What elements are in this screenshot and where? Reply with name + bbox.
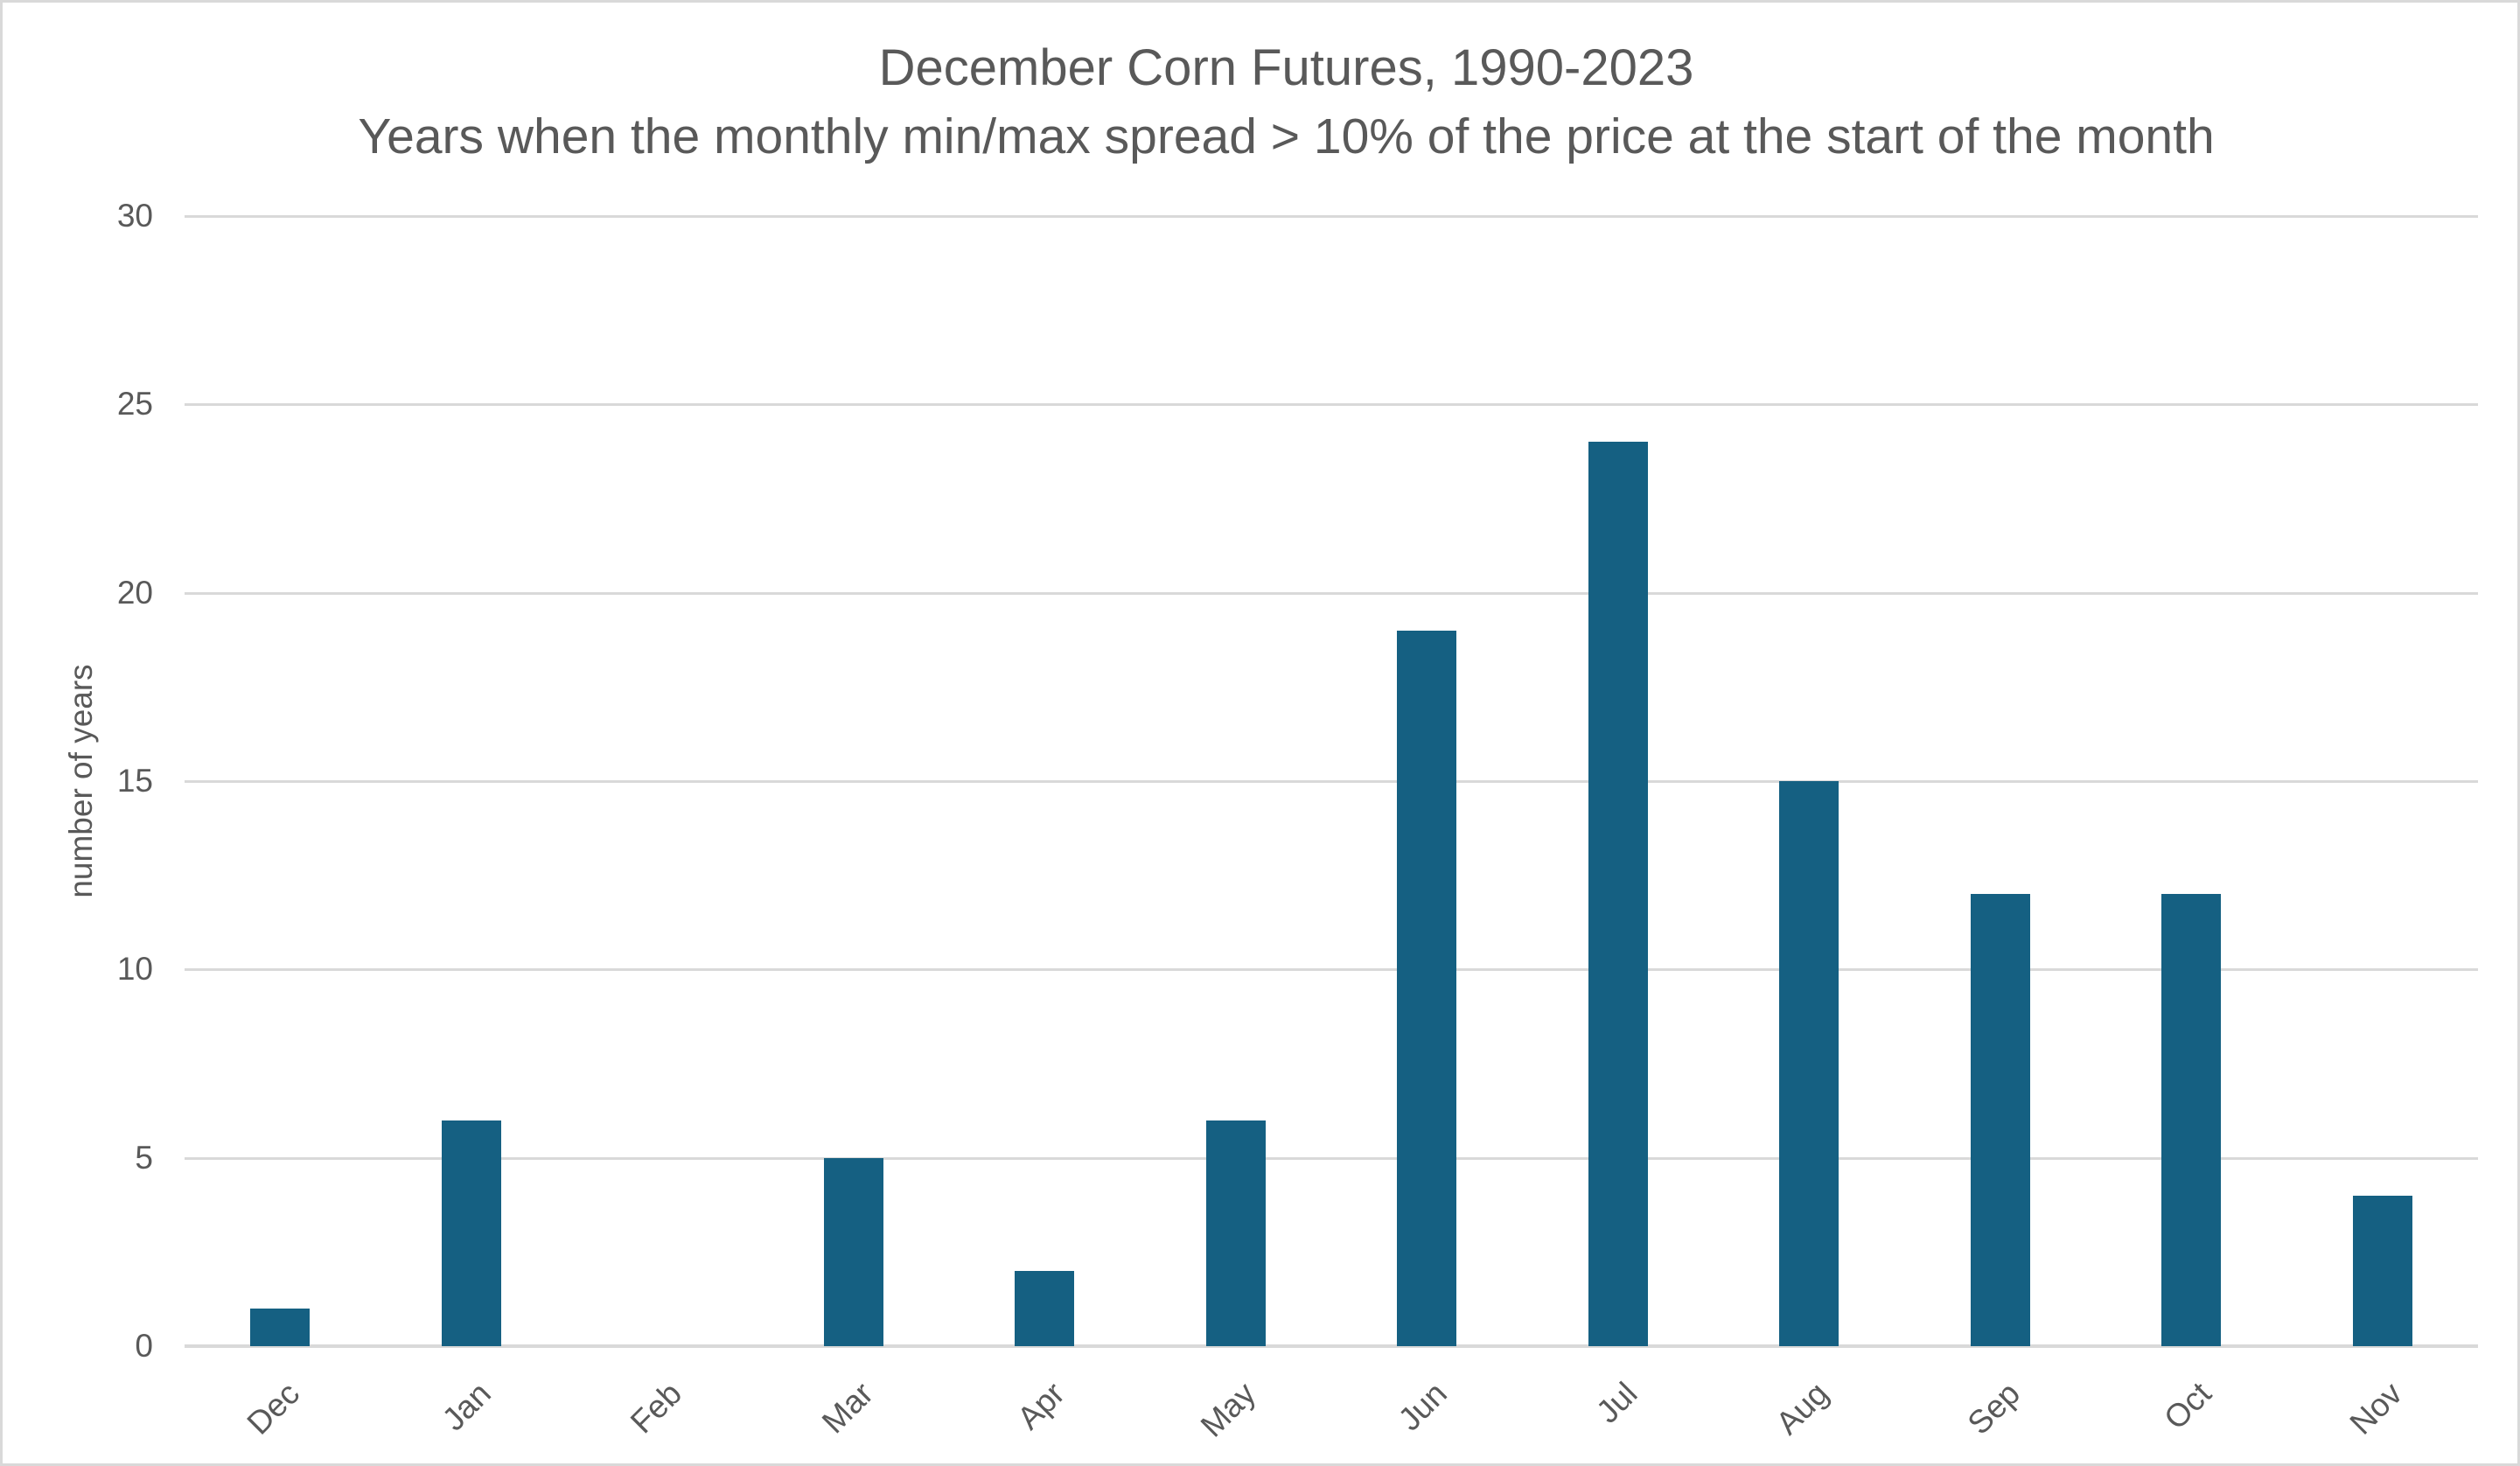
gridline-y-20	[185, 591, 2478, 595]
bar-apr	[1015, 1270, 1075, 1346]
bar-aug	[1779, 781, 1839, 1346]
bar-jul	[1588, 442, 1648, 1346]
gridline-y-5	[185, 1156, 2478, 1160]
y-tick-label-0: 0	[135, 1328, 153, 1364]
y-tick-label-20: 20	[116, 574, 153, 611]
x-tick-label-nov: Nov	[2342, 1375, 2410, 1442]
x-tick-label-oct: Oct	[2156, 1375, 2218, 1436]
x-tick-label-jan: Jan	[435, 1375, 499, 1438]
chart-title: December Corn Futures, 1990-2023	[878, 39, 1694, 96]
y-tick-label-30: 30	[116, 198, 153, 234]
x-tick-label-jul: Jul	[1589, 1375, 1645, 1430]
chart-subtitle: Years when the monthly min/max spread > …	[358, 108, 2215, 164]
x-tick-label-dec: Dec	[241, 1375, 307, 1442]
gridline-y-30	[185, 215, 2478, 218]
x-tick-label-feb: Feb	[624, 1375, 689, 1441]
gridline-y-15	[185, 780, 2478, 783]
bar-oct	[2161, 894, 2222, 1346]
x-tick-label-apr: Apr	[1009, 1375, 1072, 1436]
x-axis-line	[185, 1344, 2478, 1348]
bar-dec	[250, 1308, 311, 1346]
bar-mar	[823, 1157, 883, 1346]
y-tick-label-10: 10	[116, 951, 153, 988]
bar-nov	[2352, 1195, 2412, 1346]
bar-jun	[1397, 630, 1457, 1346]
bar-sep	[1970, 894, 2030, 1346]
x-tick-label-sep: Sep	[1960, 1375, 2028, 1442]
x-tick-label-jun: Jun	[1391, 1375, 1454, 1438]
y-tick-label-15: 15	[116, 763, 153, 799]
x-tick-label-may: May	[1193, 1375, 1263, 1444]
y-tick-label-25: 25	[116, 386, 153, 422]
bar-may	[1205, 1120, 1266, 1346]
x-tick-label-aug: Aug	[1769, 1375, 1836, 1442]
x-tick-label-mar: Mar	[814, 1375, 881, 1441]
gridline-y-25	[185, 403, 2478, 407]
chart-title-block: December Corn Futures, 1990-2023 Years w…	[55, 34, 2517, 171]
gridline-y-10	[185, 968, 2478, 972]
bar-jan	[441, 1120, 501, 1346]
plot-area	[185, 215, 2478, 1348]
y-tick-label-5: 5	[135, 1139, 153, 1176]
